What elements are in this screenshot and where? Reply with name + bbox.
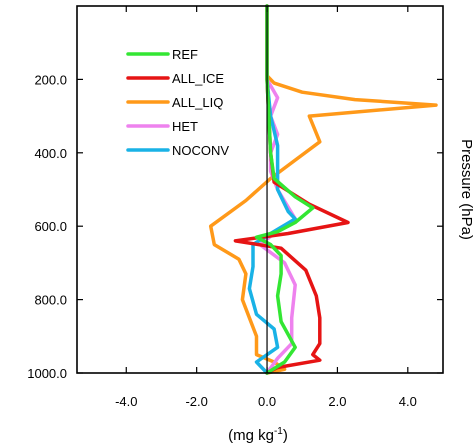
axis-ticks: -4.0 -2.0 0.0 2.0 4.0 200.0 400.0 600.0 800.0 100… bbox=[27, 6, 443, 409]
legend-label-all-liq: ALL_LIQ bbox=[172, 95, 223, 110]
series-line-ref bbox=[254, 4, 315, 375]
y-tick-label: 200.0 bbox=[34, 72, 67, 87]
x-tick-label: -4.0 bbox=[115, 394, 137, 409]
legend-label-het: HET bbox=[172, 119, 198, 134]
x-tick-label: 4.0 bbox=[399, 394, 417, 409]
legend-label-ref: REF bbox=[172, 47, 198, 62]
series-line-all-liq bbox=[208, 4, 438, 375]
y-tick-label: 400.0 bbox=[34, 146, 67, 161]
y-tick-label: 600.0 bbox=[34, 219, 67, 234]
x-axis-label-main: (mg kg bbox=[228, 427, 274, 444]
legend-label-all-ice: ALL_ICE bbox=[172, 71, 224, 86]
x-axis-label-exponent: -1 bbox=[274, 426, 283, 437]
y-tick-label: 800.0 bbox=[34, 293, 67, 308]
x-tick-label: -2.0 bbox=[185, 394, 207, 409]
y-axis-label: Pressure (hPa) bbox=[458, 139, 473, 240]
legend: REF ALL_ICE ALL_LIQ HET NOCONV bbox=[126, 47, 229, 158]
legend-label-noconv: NOCONV bbox=[172, 143, 229, 158]
x-tick-label: 0.0 bbox=[258, 394, 276, 409]
x-tick-label: 2.0 bbox=[328, 394, 346, 409]
plot-frame bbox=[76, 5, 444, 374]
y-tick-label: 1000.0 bbox=[27, 366, 67, 381]
series-layer bbox=[208, 4, 438, 375]
x-axis-label-tail: ) bbox=[283, 427, 288, 444]
x-axis-label: (mg kg-1) bbox=[228, 426, 288, 444]
